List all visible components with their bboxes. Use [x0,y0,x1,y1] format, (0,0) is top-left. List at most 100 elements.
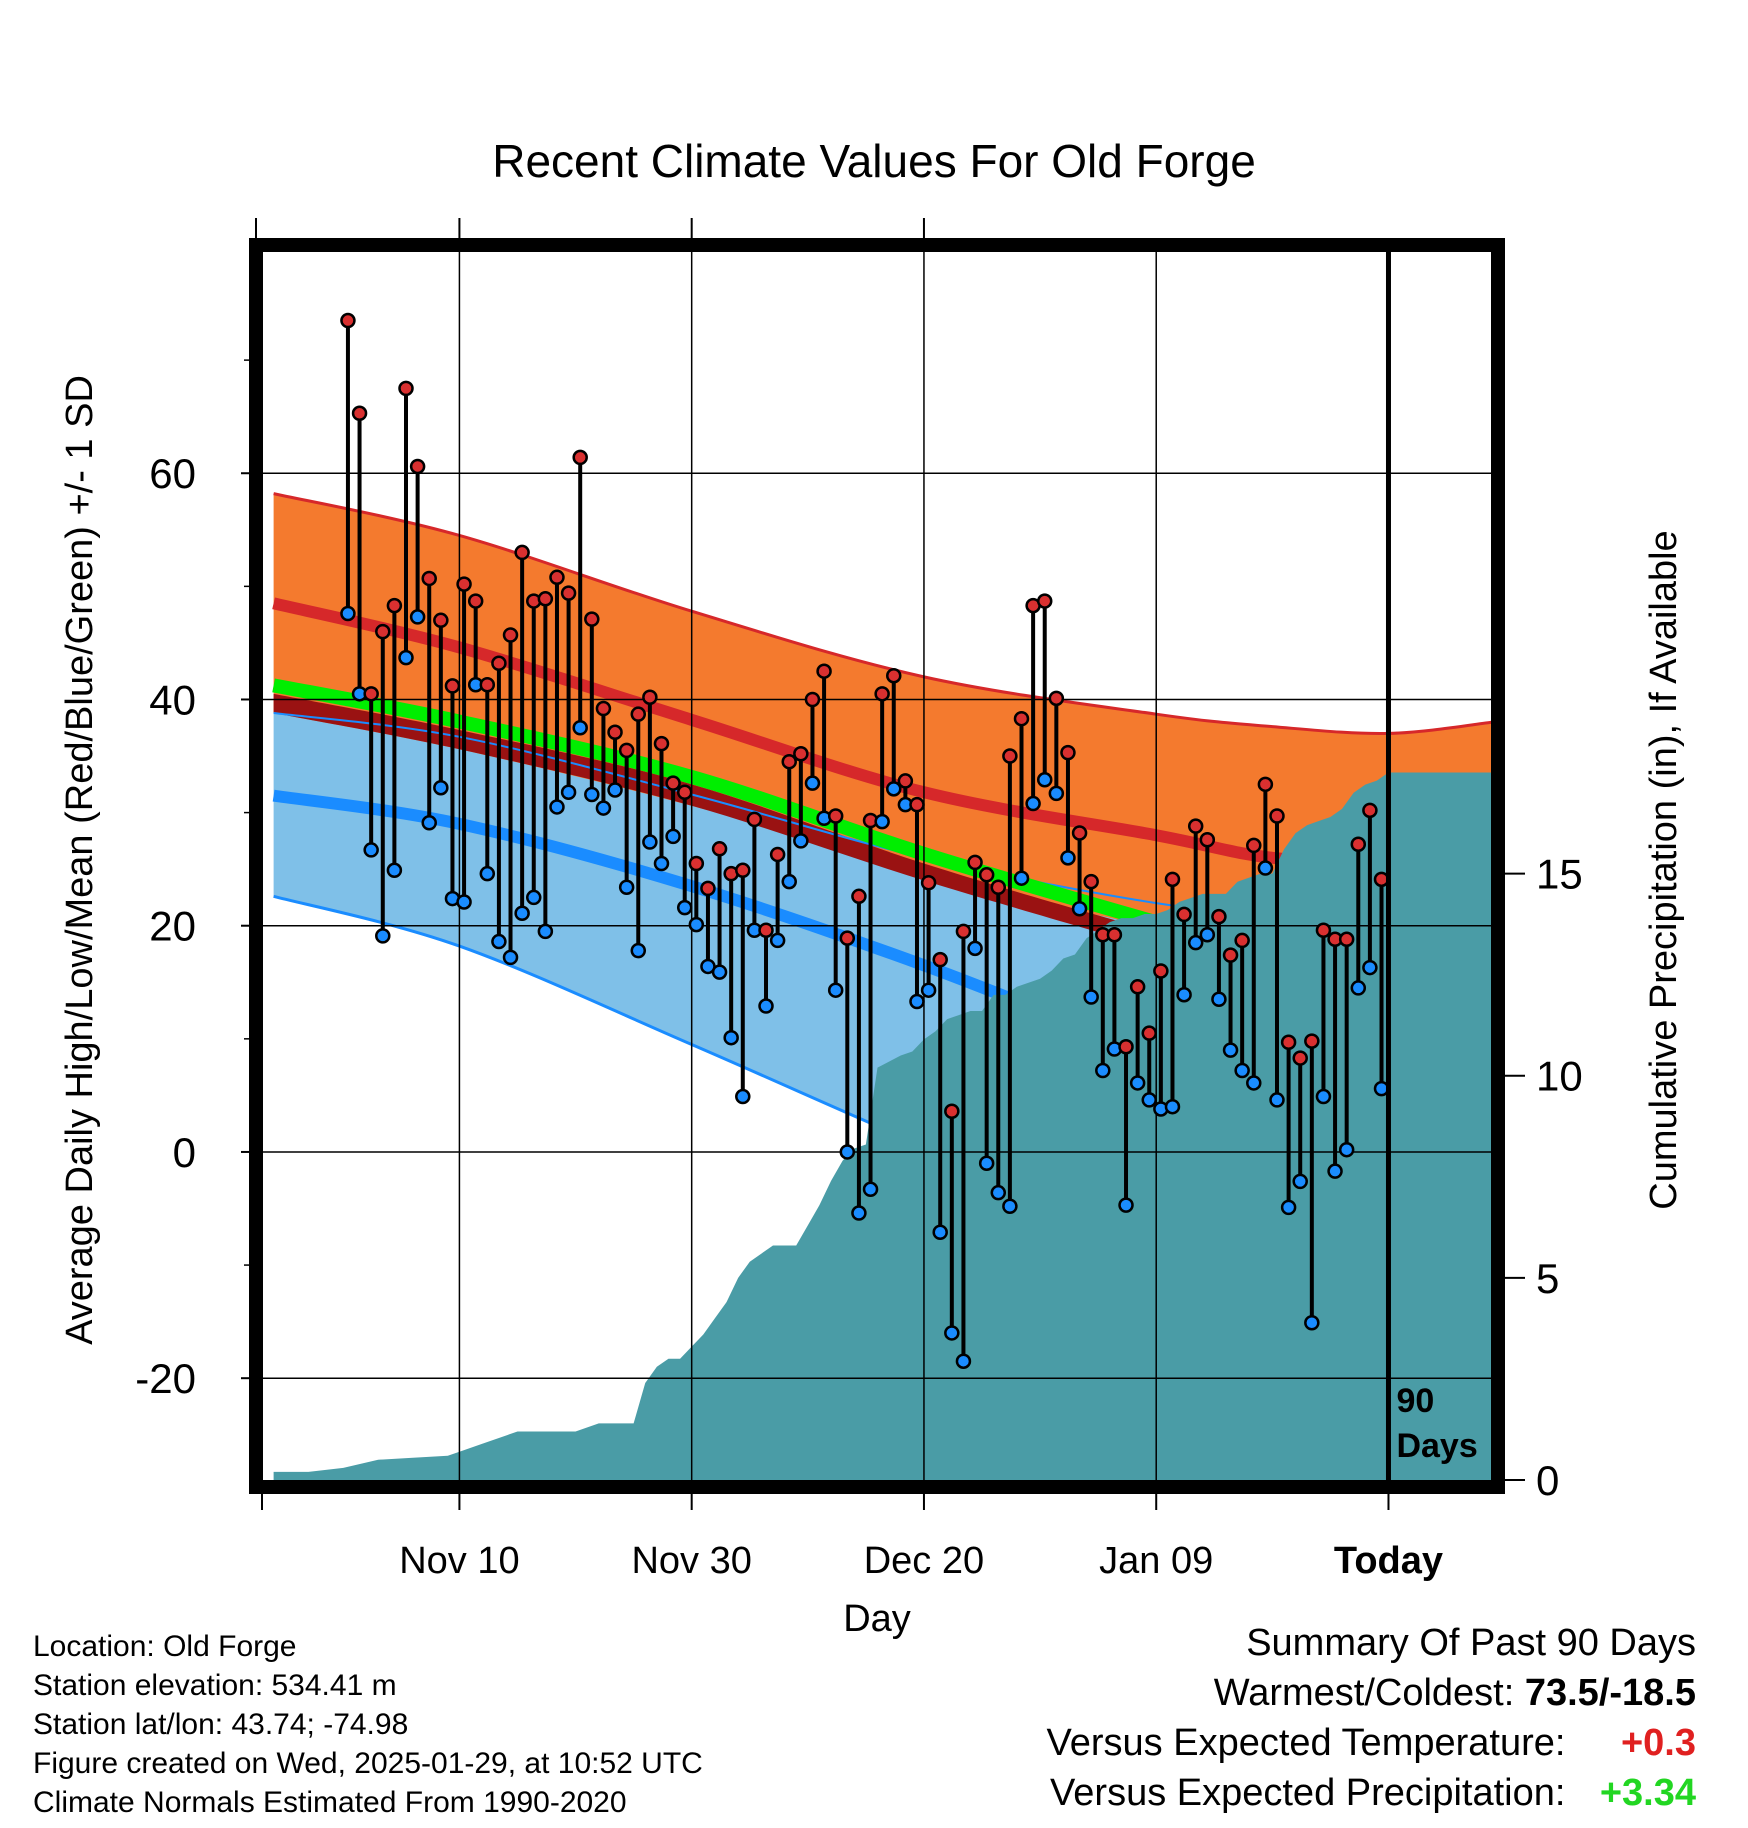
high-point [1176,906,1192,923]
low-point [584,786,600,803]
low-point [595,800,612,816]
x-axis-label: Day [843,1598,911,1640]
low-point [1013,870,1030,886]
high-point [386,597,403,614]
x-tick-label: Nov 30 [631,1540,751,1582]
low-point [1327,1163,1343,1179]
low-point [769,932,786,949]
x-tick-label: Today [1334,1540,1443,1582]
high-point [398,380,414,397]
high-point [584,611,600,627]
high-point [1083,873,1099,890]
high-point [572,449,588,466]
temp-value: +0.3 [1620,1722,1696,1764]
summary-temp: Versus Expected Temperature: +0.3 [1047,1718,1696,1768]
low-point [688,916,705,933]
low-point [1129,1075,1146,1091]
low-point [1280,1199,1297,1216]
low-point [955,1353,972,1369]
low-point [1187,934,1204,951]
y-tick-label: 40 [149,676,196,723]
low-point [978,1155,995,1172]
high-point [409,458,426,475]
high-point [433,612,449,629]
x-tick-label: Dec 20 [864,1540,984,1582]
axes: -20 0 20 40 60 0 5 10 15 Nov 10 Nov 30 Dec 20 Jan 09… [135,218,1583,1582]
low-point [1118,1197,1134,1213]
low-point [1292,1173,1308,1190]
summary-extremes: Warmest/Coldest: 73.5/-18.5 [1047,1668,1696,1718]
high-point [1257,776,1274,793]
low-point [839,1144,856,1160]
high-point [804,691,821,708]
low-point [676,899,693,916]
high-upper-edge [273,492,1493,735]
normals-text: Climate Normals Estimated From 1990-2020 [33,1786,627,1819]
plot-area [262,247,1493,1480]
high-point [340,312,356,329]
high-point [1036,593,1053,609]
high-point [944,1103,960,1119]
high-point [1315,922,1332,938]
high-point [375,623,391,640]
high-point [816,663,832,679]
low-point [723,1029,739,1046]
high-point [1222,947,1239,963]
low-point [851,1205,867,1221]
low-point [920,982,937,998]
high-point [688,855,705,872]
low-point [1315,1088,1332,1105]
low-point [537,923,554,940]
low-point [409,609,426,625]
y-tick-label: -20 [135,1355,196,1402]
low-point [1036,772,1053,788]
low-point [479,865,496,882]
low-point [514,905,530,922]
high-point [711,841,728,857]
today-days-count: 90 [1396,1382,1434,1420]
low-point [618,879,635,896]
low-point [421,815,437,831]
low-point [386,862,403,879]
y2-tick-label: 10 [1536,1053,1583,1100]
low-point [1164,1098,1181,1115]
high-point [1060,744,1076,761]
station-info: Location: Old Forge Station elevation: 5… [33,1627,703,1822]
low-point [909,993,925,1010]
y2-axis-label: Cumulative Precipitation (in), If Availa… [1643,530,1685,1209]
high-point [990,879,1007,896]
high-point [491,655,507,672]
precip-area [273,772,1493,1480]
low-point [653,855,670,872]
low-point [1269,1092,1285,1108]
extremes-value: 73.5/-18.5 [1524,1672,1696,1714]
y-tick-label: 60 [149,450,196,497]
high-point [421,570,437,587]
high-point [1304,1033,1320,1049]
observations [340,312,1390,1369]
high-point [735,862,751,879]
y-axis-label: Average Daily High/Low/Mean (Red/Blue/Gr… [59,375,101,1345]
low-point [642,834,658,850]
low-point [1338,1141,1355,1158]
low-point [1234,1062,1250,1079]
high-point [653,735,670,752]
low-point [398,649,414,666]
low-point [363,842,379,858]
low-point [1257,860,1274,876]
low-point [804,775,821,791]
high-point [1048,690,1065,707]
low-point [1095,1062,1111,1079]
low-point [793,833,809,849]
low-point [1141,1092,1157,1108]
high-point [537,591,554,607]
today-days-label: Days [1396,1427,1477,1465]
low-point [932,1224,948,1241]
high-point [967,854,983,871]
high-point [769,846,786,863]
high-point [793,746,809,762]
precip-layer [273,772,1493,1480]
precip-value: +3.34 [1599,1772,1696,1814]
high-point [1129,979,1146,995]
